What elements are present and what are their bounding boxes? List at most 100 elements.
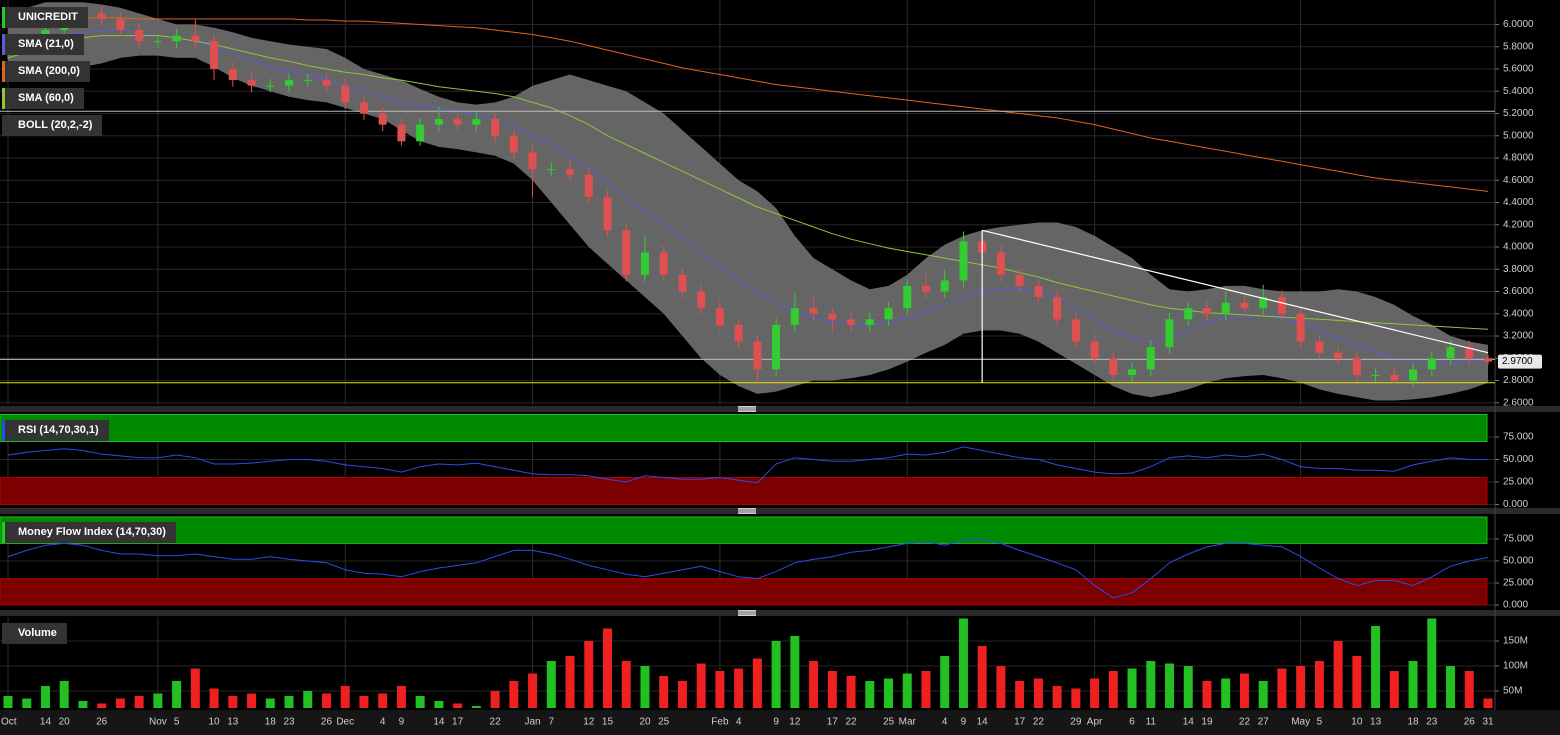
candle-body bbox=[903, 285, 912, 309]
volume-bar bbox=[1090, 678, 1100, 708]
y-tick-label: 4.2000 bbox=[1503, 219, 1534, 230]
candle-body bbox=[266, 85, 275, 87]
candle-body bbox=[566, 169, 575, 175]
x-tick-label: 4 bbox=[380, 717, 386, 728]
x-tick-label: 5 bbox=[174, 717, 180, 728]
indicator-line bbox=[7, 446, 1488, 484]
candle-body bbox=[191, 35, 200, 42]
trend-line bbox=[982, 229, 1489, 354]
candle-body bbox=[285, 80, 294, 86]
candle-body bbox=[959, 241, 968, 281]
indicator-badge[interactable]: SMA (200,0) bbox=[2, 61, 90, 82]
candle-body bbox=[135, 30, 144, 42]
y-tick-label: 75.000 bbox=[1503, 432, 1534, 443]
x-tick-label: Apr bbox=[1087, 717, 1103, 728]
y-tick-label: 150M bbox=[1503, 636, 1528, 647]
candle-body bbox=[1184, 308, 1193, 320]
candle-body bbox=[884, 308, 893, 320]
candle-body bbox=[1371, 374, 1380, 376]
x-tick-label: 15 bbox=[602, 717, 614, 728]
y-tick-label: 50.000 bbox=[1503, 556, 1534, 567]
y-tick-label: 5.8000 bbox=[1503, 41, 1534, 52]
volume-bar bbox=[40, 686, 50, 708]
volume-bar bbox=[303, 691, 313, 708]
candle-body bbox=[1352, 358, 1361, 375]
candle-body bbox=[547, 169, 556, 171]
x-tick-label: 23 bbox=[283, 717, 295, 728]
candle-body bbox=[509, 135, 518, 153]
x-tick-label: Jan bbox=[524, 717, 540, 728]
candle-body bbox=[341, 85, 350, 103]
volume-bar bbox=[1446, 666, 1456, 708]
candle-body bbox=[1277, 297, 1286, 314]
y-tick-label: 3.8000 bbox=[1503, 264, 1534, 275]
volume-bar bbox=[1352, 656, 1362, 708]
y-tick-label: 4.6000 bbox=[1503, 175, 1534, 186]
volume-bar bbox=[284, 696, 294, 708]
x-tick-label: 20 bbox=[59, 717, 71, 728]
volume-bar bbox=[715, 671, 725, 708]
x-tick-label: Nov bbox=[149, 717, 167, 728]
candle-body bbox=[1109, 358, 1118, 375]
overbought-zone bbox=[0, 516, 1488, 544]
indicator-badge[interactable]: BOLL (20,2,-2) bbox=[2, 115, 103, 136]
x-tick-label: 26 bbox=[96, 717, 108, 728]
indicator-badge[interactable]: RSI (14,70,30,1) bbox=[2, 419, 109, 441]
volume-bar bbox=[865, 681, 875, 708]
resize-handle[interactable] bbox=[738, 610, 756, 616]
y-tick-label: 3.6000 bbox=[1503, 286, 1534, 297]
volume-bar bbox=[846, 676, 856, 708]
x-tick-label: 11 bbox=[1146, 717, 1157, 728]
indicator-badge[interactable]: SMA (60,0) bbox=[2, 88, 84, 109]
x-tick-label: 26 bbox=[1464, 717, 1476, 728]
candle-body bbox=[416, 124, 425, 142]
indicator-badge[interactable]: Volume bbox=[2, 623, 67, 644]
x-tick-label: 18 bbox=[1408, 717, 1420, 728]
candle-body bbox=[397, 124, 406, 142]
volume-bar bbox=[1277, 668, 1287, 708]
sma-line bbox=[7, 35, 1489, 330]
x-tick-label: 9 bbox=[399, 717, 405, 728]
volume-bar bbox=[958, 618, 968, 708]
candle-body bbox=[996, 252, 1005, 275]
volume-bar bbox=[752, 658, 762, 708]
volume-bar bbox=[940, 656, 950, 708]
resize-handle[interactable] bbox=[738, 508, 756, 514]
candle-body bbox=[1296, 313, 1305, 342]
candle-body bbox=[847, 319, 856, 325]
x-tick-label: 22 bbox=[490, 717, 502, 728]
volume-bar bbox=[78, 701, 88, 708]
candle-body bbox=[1259, 297, 1268, 309]
x-tick-label: 17 bbox=[1014, 717, 1026, 728]
volume-bar bbox=[1483, 698, 1493, 708]
x-tick-label: 18 bbox=[265, 717, 277, 728]
x-tick-label: 4 bbox=[736, 717, 742, 728]
x-tick-label: 12 bbox=[583, 717, 595, 728]
candle-body bbox=[1146, 347, 1155, 370]
volume-bar bbox=[59, 681, 69, 708]
candle-body bbox=[153, 41, 162, 43]
candle-body bbox=[1221, 302, 1230, 314]
y-tick-label: 50M bbox=[1503, 686, 1522, 697]
volume-bar bbox=[809, 661, 819, 708]
x-tick-label: 19 bbox=[1201, 717, 1213, 728]
x-tick-label: 25 bbox=[883, 717, 895, 728]
candle-body bbox=[228, 68, 237, 81]
x-tick-label: 26 bbox=[321, 717, 333, 728]
y-tick-label: 4.8000 bbox=[1503, 153, 1534, 164]
x-tick-label: Oct bbox=[1, 717, 17, 728]
volume-bar bbox=[584, 641, 594, 708]
volume-bar bbox=[621, 661, 631, 708]
x-tick-label: 9 bbox=[961, 717, 967, 728]
resize-handle[interactable] bbox=[738, 406, 756, 412]
bollinger-band bbox=[8, 2, 1488, 401]
candle-body bbox=[940, 280, 949, 292]
volume-bar bbox=[1371, 626, 1381, 708]
indicator-badge[interactable]: SMA (21,0) bbox=[2, 34, 84, 55]
volume-bar bbox=[490, 691, 500, 708]
x-tick-label: 9 bbox=[773, 717, 779, 728]
symbol-badge[interactable]: UNICREDIT bbox=[2, 7, 88, 28]
indicator-badge[interactable]: Money Flow Index (14,70,30) bbox=[2, 522, 176, 543]
candle-body bbox=[247, 80, 256, 86]
